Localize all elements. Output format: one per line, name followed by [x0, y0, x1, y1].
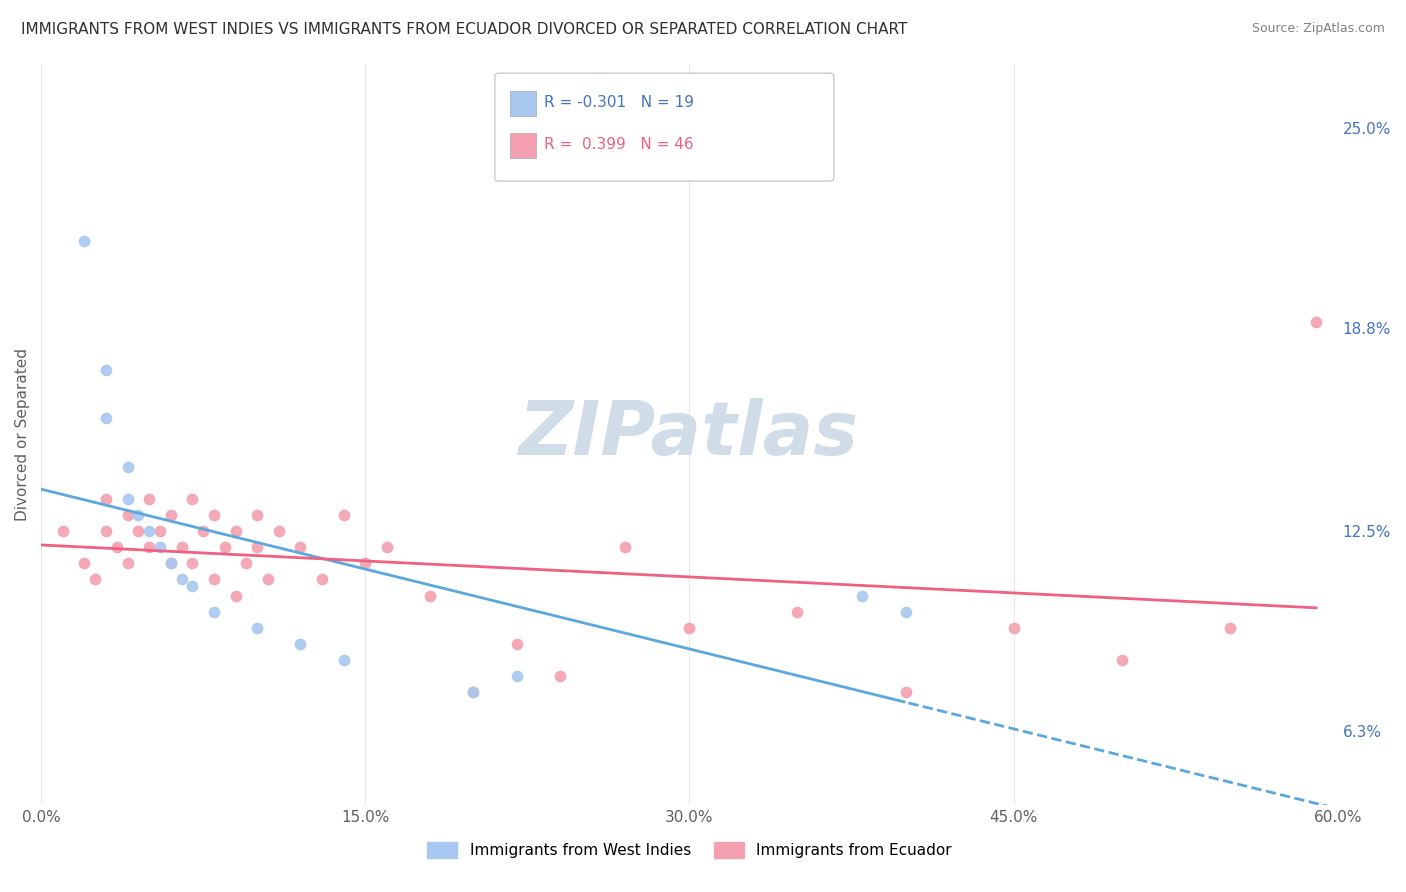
Point — [159, 557, 181, 571]
Point — [332, 508, 354, 522]
Point — [267, 524, 290, 538]
Point — [1111, 653, 1133, 667]
Point — [1305, 315, 1327, 329]
Point — [138, 541, 160, 555]
Point — [159, 557, 181, 571]
Point — [505, 637, 527, 651]
Point — [290, 541, 312, 555]
Text: R =  0.399   N = 46: R = 0.399 N = 46 — [544, 137, 693, 152]
Point — [105, 541, 128, 555]
Point — [94, 411, 117, 425]
Point — [170, 541, 193, 555]
Point — [181, 579, 204, 593]
Point — [311, 573, 333, 587]
Point — [117, 491, 139, 506]
Point — [117, 508, 139, 522]
Point — [678, 621, 700, 635]
Text: IMMIGRANTS FROM WEST INDIES VS IMMIGRANTS FROM ECUADOR DIVORCED OR SEPARATED COR: IMMIGRANTS FROM WEST INDIES VS IMMIGRANT… — [21, 22, 907, 37]
Point — [138, 491, 160, 506]
Point — [375, 541, 398, 555]
Point — [127, 524, 149, 538]
Point — [1002, 621, 1025, 635]
Text: Source: ZipAtlas.com: Source: ZipAtlas.com — [1251, 22, 1385, 36]
Point — [246, 508, 269, 522]
Point — [181, 557, 204, 571]
Point — [463, 685, 485, 699]
Point — [332, 653, 354, 667]
Point — [225, 524, 247, 538]
Point — [894, 685, 917, 699]
Point — [127, 508, 149, 522]
Text: R = -0.301   N = 19: R = -0.301 N = 19 — [544, 95, 695, 110]
Point — [149, 541, 172, 555]
Point — [354, 557, 377, 571]
Legend: Immigrants from West Indies, Immigrants from Ecuador: Immigrants from West Indies, Immigrants … — [420, 836, 959, 864]
Y-axis label: Divorced or Separated: Divorced or Separated — [15, 348, 30, 521]
Point — [94, 524, 117, 538]
Point — [170, 573, 193, 587]
Point — [181, 491, 204, 506]
Point — [463, 685, 485, 699]
Point — [94, 491, 117, 506]
Point — [193, 524, 215, 538]
Point — [117, 459, 139, 474]
Point — [214, 541, 236, 555]
Point — [851, 589, 873, 603]
Point — [257, 573, 280, 587]
Point — [786, 605, 808, 619]
Point — [246, 621, 269, 635]
Point — [246, 541, 269, 555]
Point — [84, 573, 107, 587]
Point — [235, 557, 257, 571]
Point — [225, 589, 247, 603]
Point — [419, 589, 441, 603]
Point — [138, 524, 160, 538]
Point — [149, 524, 172, 538]
Point — [505, 669, 527, 683]
Point — [73, 234, 96, 248]
Point — [894, 605, 917, 619]
Text: ZIPatlas: ZIPatlas — [519, 398, 859, 471]
Point — [73, 557, 96, 571]
Point — [52, 524, 75, 538]
Point — [290, 637, 312, 651]
Point — [613, 541, 636, 555]
Point — [548, 669, 571, 683]
Point — [94, 363, 117, 377]
Point — [1219, 621, 1241, 635]
Point — [202, 605, 225, 619]
Point — [159, 508, 181, 522]
Point — [202, 573, 225, 587]
Point — [117, 557, 139, 571]
Point — [202, 508, 225, 522]
